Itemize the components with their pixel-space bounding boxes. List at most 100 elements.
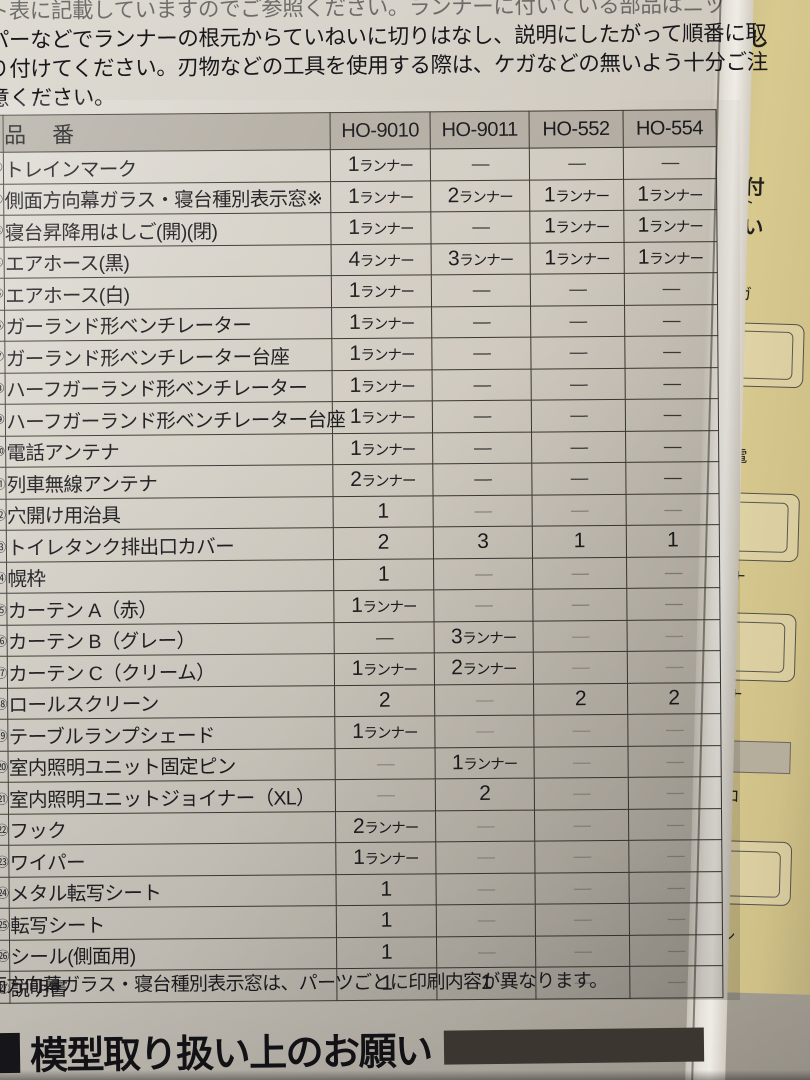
part-name-cell: 側面方向幕ガラス・寝台種別表示窓※ bbox=[3, 181, 332, 216]
row-index-marker: ⑳ bbox=[0, 750, 9, 783]
part-name-cell: 穴開け用治具 bbox=[6, 496, 334, 531]
quantity-cell: ----- bbox=[626, 556, 720, 589]
quantity-cell: ----- bbox=[535, 903, 630, 936]
header-product-code-0: HO-9010 bbox=[330, 111, 431, 150]
row-index-marker: ㉔ bbox=[0, 876, 10, 909]
part-name-cell: 室内照明ユニットジョイナー（XL） bbox=[8, 779, 336, 814]
quantity-cell: 1 bbox=[336, 904, 437, 938]
quantity-cell: 2 bbox=[627, 682, 721, 715]
quantity-cell: ----- bbox=[433, 557, 533, 590]
quantity-cell: 4ランナー bbox=[331, 243, 431, 276]
quantity-cell: ----- bbox=[626, 587, 721, 620]
part-name-cell: 電話アンテナ bbox=[5, 433, 333, 468]
header-product-code-1: HO-9011 bbox=[429, 111, 530, 149]
quantity-cell: ----- bbox=[534, 745, 628, 779]
quantity-cell: ----- bbox=[534, 840, 629, 873]
quantity-cell: 1ランナー bbox=[332, 432, 433, 465]
quantity-cell: 1ランナー bbox=[331, 274, 432, 308]
quantity-cell: ----- bbox=[624, 335, 719, 368]
part-name-cell: シール(側面用) bbox=[9, 937, 337, 972]
quantity-cell: 2ランナー bbox=[335, 810, 436, 843]
part-name-cell: ハーフガーランド形ベンチレーター bbox=[5, 370, 333, 405]
quantity-cell: 1ランナー bbox=[330, 180, 431, 213]
part-name-cell: メタル転写シート bbox=[9, 874, 337, 909]
quantity-cell: ----- bbox=[432, 463, 533, 496]
quantity-cell: 1ランナー bbox=[335, 841, 436, 875]
quantity-cell: 1 bbox=[333, 495, 433, 528]
quantity-cell: ----- bbox=[435, 904, 536, 937]
part-name-cell: ワイパー bbox=[9, 842, 337, 877]
quantity-cell: 3ランナー bbox=[430, 242, 531, 275]
header-product-code-2: HO-552 bbox=[529, 110, 623, 149]
quantity-cell: ----- bbox=[435, 809, 535, 842]
quantity-cell: ----- bbox=[432, 494, 533, 527]
quantity-cell: 2 bbox=[333, 526, 434, 560]
quantity-cell: ----- bbox=[531, 430, 626, 464]
header-product-code-3: HO-554 bbox=[622, 109, 717, 148]
quantity-cell: 1ランナー bbox=[331, 211, 431, 245]
quantity-cell: ----- bbox=[535, 934, 630, 968]
quantity-cell: 1ランナー bbox=[434, 746, 535, 779]
quantity-cell: 1ランナー bbox=[334, 715, 435, 749]
quantity-cell: 2ランナー bbox=[433, 652, 534, 685]
quantity-cell: 1ランナー bbox=[330, 148, 431, 182]
part-name-cell: 幌枠 bbox=[6, 559, 334, 594]
quantity-cell: ----- bbox=[435, 841, 536, 874]
quantity-cell: 2ランナー bbox=[332, 463, 433, 497]
part-name-cell: 列車無線アンテナ bbox=[6, 464, 334, 499]
quantity-cell: ----- bbox=[430, 211, 531, 244]
quantity-cell: 1 bbox=[336, 873, 436, 906]
quantity-cell: ----- bbox=[434, 683, 534, 716]
quantity-cell: 1 bbox=[532, 525, 627, 558]
quantity-cell: ----- bbox=[531, 367, 625, 401]
quantity-cell: ----- bbox=[334, 621, 434, 654]
quantity-cell: 1ランナー bbox=[334, 652, 435, 686]
quantity-cell: ----- bbox=[626, 650, 721, 683]
quantity-cell: ----- bbox=[625, 430, 719, 463]
quantity-cell: 1ランナー bbox=[333, 589, 434, 623]
quantity-cell: 1ランナー bbox=[623, 178, 717, 211]
quantity-cell: 1ランナー bbox=[529, 210, 624, 243]
quantity-cell: ----- bbox=[629, 934, 723, 967]
row-index-marker: ㉖ bbox=[0, 939, 11, 972]
quantity-cell: ----- bbox=[627, 776, 722, 809]
quantity-cell: ----- bbox=[532, 556, 627, 590]
parts-list-table-container: 品 番 HO-9010 HO-9011 HO-552 HO-554 ① トレインマ… bbox=[0, 109, 723, 1003]
part-name-cell: トイレタンク排出口カバー bbox=[6, 527, 334, 562]
intro-line-3: 意ください。 bbox=[0, 85, 116, 111]
quantity-cell: ----- bbox=[626, 619, 721, 652]
parts-list-table: 品 番 HO-9010 HO-9011 HO-552 HO-554 ① トレインマ… bbox=[0, 109, 723, 1003]
quantity-cell: 1ランナー bbox=[332, 400, 433, 434]
row-index-marker: ㉑ bbox=[0, 782, 9, 814]
quantity-cell: ----- bbox=[431, 400, 532, 433]
row-index-marker: ㉕ bbox=[0, 908, 10, 940]
part-name-cell: 転写シート bbox=[9, 905, 337, 940]
part-name-cell: カーテン B（グレー） bbox=[7, 622, 335, 657]
quantity-cell: ----- bbox=[531, 462, 626, 495]
heading-rule-bar bbox=[443, 1027, 704, 1065]
quantity-cell: 2 bbox=[533, 682, 628, 716]
quantity-cell: ----- bbox=[627, 713, 721, 746]
quantity-cell: 3 bbox=[432, 526, 533, 559]
quantity-cell: 1ランナー bbox=[530, 241, 624, 275]
quantity-cell: ----- bbox=[628, 871, 723, 904]
quantity-cell: 1ランナー bbox=[332, 337, 432, 371]
quantity-cell: ----- bbox=[530, 336, 625, 369]
row-index-marker: ⑲ bbox=[0, 719, 9, 751]
part-name-cell: ガーランド形ベンチレーター台座 bbox=[5, 338, 333, 373]
quantity-cell: ----- bbox=[534, 777, 629, 810]
part-name-cell: トレインマーク bbox=[3, 149, 331, 184]
part-name-cell: エアホース(白) bbox=[4, 275, 332, 310]
part-name-cell: エアホース(黒) bbox=[4, 244, 332, 279]
quantity-cell: 3ランナー bbox=[433, 620, 534, 653]
quantity-cell: 1ランナー bbox=[529, 178, 624, 212]
quantity-cell: 1 bbox=[333, 558, 434, 591]
quantity-cell: ----- bbox=[529, 147, 624, 180]
quantity-cell: 2 bbox=[434, 778, 535, 811]
quantity-cell: ----- bbox=[533, 651, 628, 684]
quantity-cell: 1ランナー bbox=[623, 241, 718, 274]
table-body: ① トレインマーク 1ランナー ----- ----- ----- ② 側面方向幕ガラス・寝台… bbox=[0, 146, 723, 1003]
quantity-cell: ----- bbox=[436, 935, 536, 968]
quantity-cell: ----- bbox=[431, 337, 532, 370]
quantity-cell: ----- bbox=[625, 461, 720, 494]
